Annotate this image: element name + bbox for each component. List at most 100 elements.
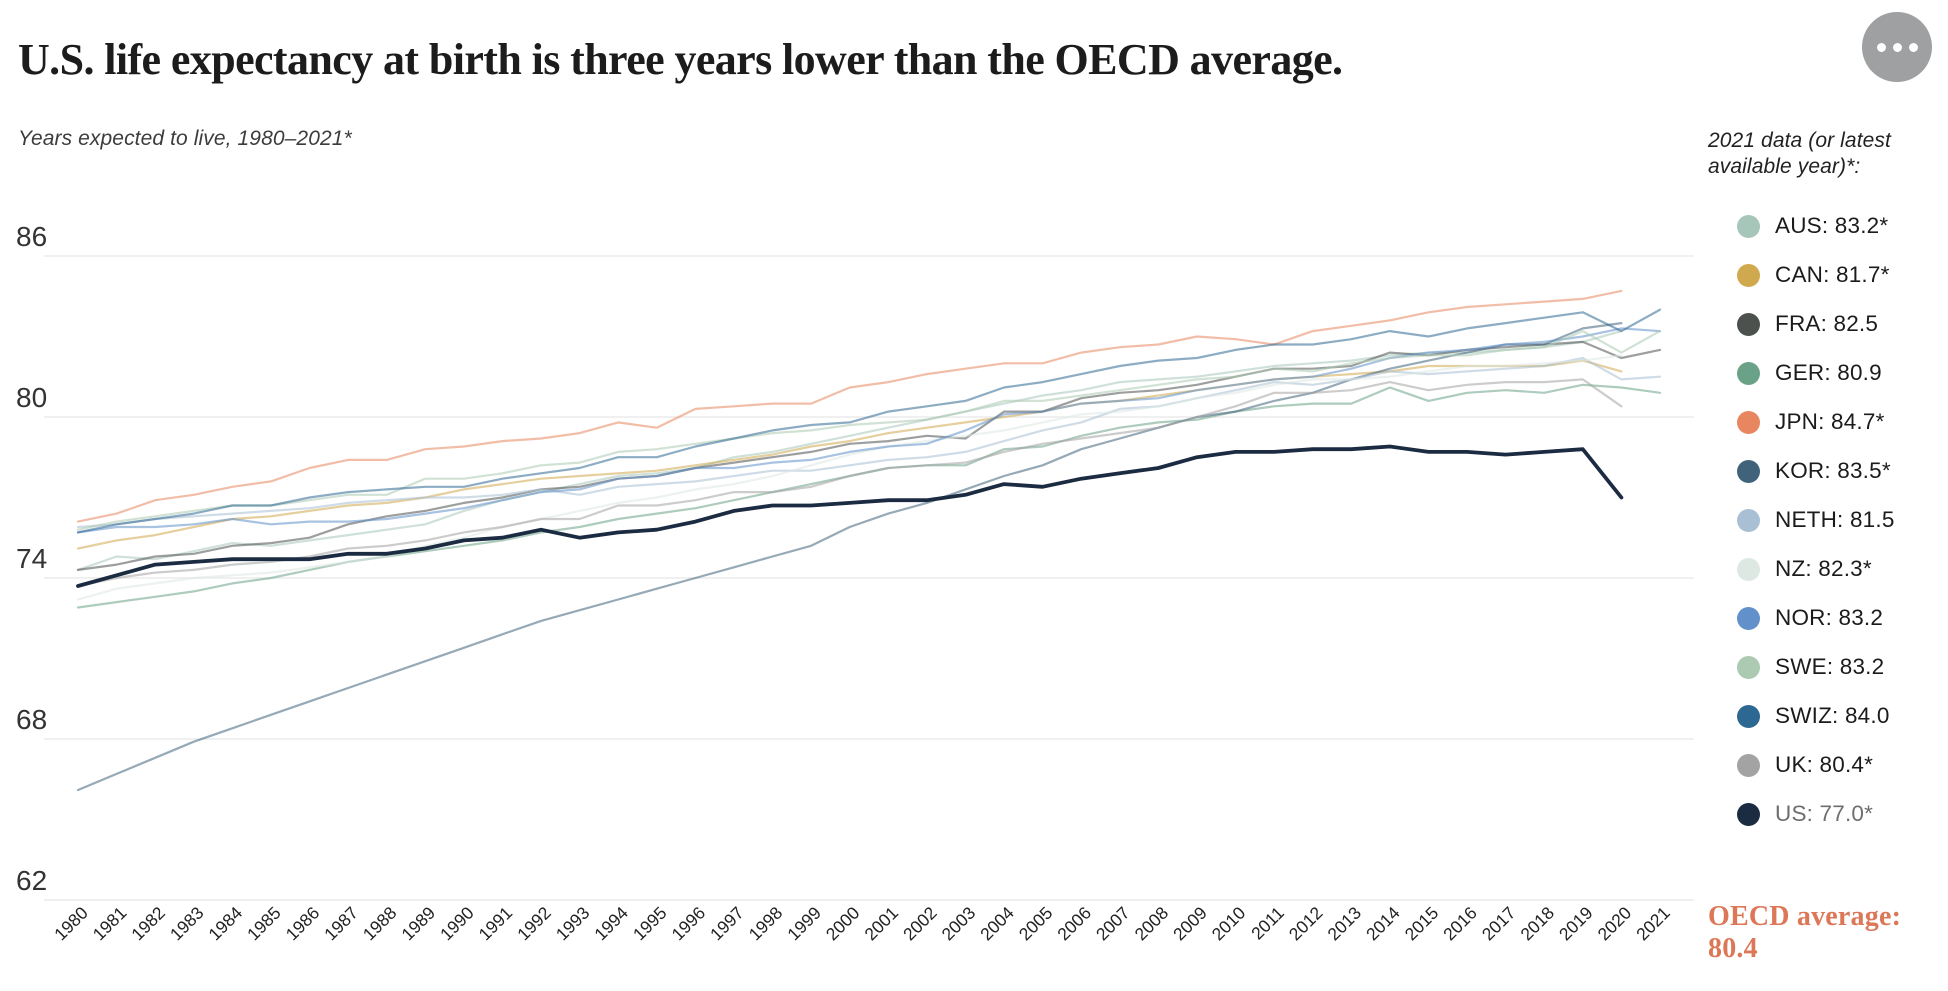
legend-item-label: UK: 80.4* bbox=[1775, 752, 1874, 778]
series-line-uk bbox=[76, 378, 1623, 588]
x-tick-label: 2018 bbox=[1516, 903, 1558, 945]
x-tick-label: 2010 bbox=[1208, 903, 1250, 945]
menu-button[interactable] bbox=[1862, 12, 1932, 82]
legend-item-label: KOR: 83.5* bbox=[1775, 458, 1891, 484]
x-tick-label: 1988 bbox=[359, 903, 401, 945]
x-tick-label: 2006 bbox=[1053, 903, 1095, 945]
x-tick-label: 1985 bbox=[243, 903, 285, 945]
legend-color-dot bbox=[1737, 606, 1760, 630]
x-tick-label: 1982 bbox=[127, 903, 169, 945]
x-tick-label: 1983 bbox=[166, 903, 208, 945]
x-tick-label: 1987 bbox=[320, 903, 362, 945]
line-chart-canvas: 6268748086198019811982198319841985198619… bbox=[16, 221, 1694, 945]
page-title: U.S. life expectancy at birth is three y… bbox=[18, 35, 1343, 85]
y-grid bbox=[44, 255, 1694, 901]
legend-item-nz: NZ: 82.3* bbox=[1708, 556, 1946, 582]
x-axis-labels: 1980198119821983198419851986198719881989… bbox=[50, 903, 1674, 945]
x-tick-label: 2014 bbox=[1362, 903, 1404, 945]
legend-color-dot bbox=[1737, 312, 1760, 336]
y-tick-label: 74 bbox=[16, 543, 47, 574]
x-tick-label: 2013 bbox=[1323, 903, 1365, 945]
legend-item-label: GER: 80.9 bbox=[1775, 360, 1882, 386]
legend-item-nor: NOR: 83.2 bbox=[1708, 605, 1946, 631]
series-line-nz bbox=[76, 354, 1623, 601]
legend-color-dot bbox=[1737, 214, 1760, 238]
legend: 2021 data (or latest available year)*: A… bbox=[1708, 128, 1946, 852]
x-tick-label: 1986 bbox=[282, 903, 324, 945]
x-tick-label: 2021 bbox=[1632, 903, 1674, 945]
x-tick-label: 1994 bbox=[590, 903, 632, 945]
x-tick-label: 1991 bbox=[475, 903, 517, 945]
x-tick-label: 1981 bbox=[89, 903, 131, 945]
series-lines bbox=[76, 289, 1662, 792]
x-tick-label: 2009 bbox=[1169, 903, 1211, 945]
legend-item-swiz: SWIZ: 84.0 bbox=[1708, 703, 1946, 729]
series-line-aus bbox=[76, 330, 1623, 572]
y-tick-label: 62 bbox=[16, 865, 47, 896]
legend-list: AUS: 83.2* CAN: 81.7* FRA: 82.5 GER: 80.… bbox=[1708, 213, 1946, 826]
x-tick-label: 1998 bbox=[745, 903, 787, 945]
series-line-us bbox=[76, 444, 1624, 588]
x-tick-label: 2002 bbox=[899, 903, 941, 945]
legend-color-dot bbox=[1737, 508, 1760, 532]
x-tick-label: 2003 bbox=[938, 903, 980, 945]
x-tick-label: 1996 bbox=[668, 903, 710, 945]
x-tick-label: 2019 bbox=[1555, 903, 1597, 945]
x-tick-label: 2001 bbox=[860, 903, 902, 945]
series-line-fra bbox=[76, 340, 1662, 572]
series-line-can bbox=[76, 359, 1623, 550]
x-tick-label: 1984 bbox=[204, 903, 246, 945]
legend-item-fra: FRA: 82.5 bbox=[1708, 311, 1946, 337]
x-tick-label: 2004 bbox=[976, 903, 1018, 945]
legend-item-label: NZ: 82.3* bbox=[1775, 556, 1872, 582]
legend-color-dot bbox=[1737, 802, 1760, 826]
x-tick-label: 1999 bbox=[783, 903, 825, 945]
legend-item-label: JPN: 84.7* bbox=[1775, 409, 1885, 435]
legend-item-neth: NETH: 81.5 bbox=[1708, 507, 1946, 533]
y-tick-label: 68 bbox=[16, 704, 47, 735]
legend-item-kor: KOR: 83.5* bbox=[1708, 458, 1946, 484]
legend-color-dot bbox=[1737, 410, 1760, 434]
x-tick-label: 2017 bbox=[1478, 903, 1520, 945]
chart-subtitle: Years expected to live, 1980–2021* bbox=[18, 127, 352, 150]
legend-color-dot bbox=[1737, 704, 1760, 728]
legend-item-uk: UK: 80.4* bbox=[1708, 752, 1946, 778]
legend-item-ger: GER: 80.9 bbox=[1708, 360, 1946, 386]
legend-item-label: SWIZ: 84.0 bbox=[1775, 703, 1890, 729]
y-tick-label: 86 bbox=[16, 221, 47, 252]
legend-item-label: SWE: 83.2 bbox=[1775, 654, 1885, 680]
legend-color-dot bbox=[1737, 655, 1760, 679]
line-chart: 62 68 74 80 86 1980 1981 1982 1983 1984 1985 1986 19… bbox=[16, 221, 1694, 945]
legend-item-label: FRA: 82.5 bbox=[1775, 311, 1879, 337]
x-tick-label: 2020 bbox=[1594, 903, 1636, 945]
series-line-swe bbox=[76, 330, 1662, 531]
legend-color-dot bbox=[1737, 459, 1760, 483]
x-tick-label: 2005 bbox=[1015, 903, 1057, 945]
legend-item-aus: AUS: 83.2* bbox=[1708, 213, 1946, 239]
legend-item-label: CAN: 81.7* bbox=[1775, 262, 1890, 288]
x-tick-label: 2000 bbox=[822, 903, 864, 945]
x-tick-label: 1997 bbox=[706, 903, 748, 945]
x-tick-label: 1980 bbox=[50, 903, 92, 945]
x-tick-label: 2008 bbox=[1131, 903, 1173, 945]
series-line-neth bbox=[76, 356, 1662, 529]
legend-item-label: NETH: 81.5 bbox=[1775, 507, 1895, 533]
x-tick-label: 1989 bbox=[397, 903, 439, 945]
legend-item-swe: SWE: 83.2 bbox=[1708, 654, 1946, 680]
legend-item-can: CAN: 81.7* bbox=[1708, 262, 1946, 288]
legend-color-dot bbox=[1737, 753, 1760, 777]
x-tick-label: 2016 bbox=[1439, 903, 1481, 945]
legend-item-us: US: 77.0* bbox=[1708, 801, 1946, 826]
x-tick-label: 2012 bbox=[1285, 903, 1327, 945]
y-axis-labels: 62 68 74 80 86 bbox=[16, 221, 47, 896]
ellipsis-icon bbox=[1876, 42, 1918, 52]
legend-color-dot bbox=[1737, 361, 1760, 385]
x-tick-label: 1990 bbox=[436, 903, 478, 945]
legend-color-dot bbox=[1737, 263, 1760, 287]
x-tick-label: 2011 bbox=[1247, 903, 1288, 944]
legend-item-label: NOR: 83.2 bbox=[1775, 605, 1884, 631]
x-tick-label: 2015 bbox=[1401, 903, 1443, 945]
legend-item-label: AUS: 83.2* bbox=[1775, 213, 1889, 239]
y-tick-label: 80 bbox=[16, 382, 47, 413]
